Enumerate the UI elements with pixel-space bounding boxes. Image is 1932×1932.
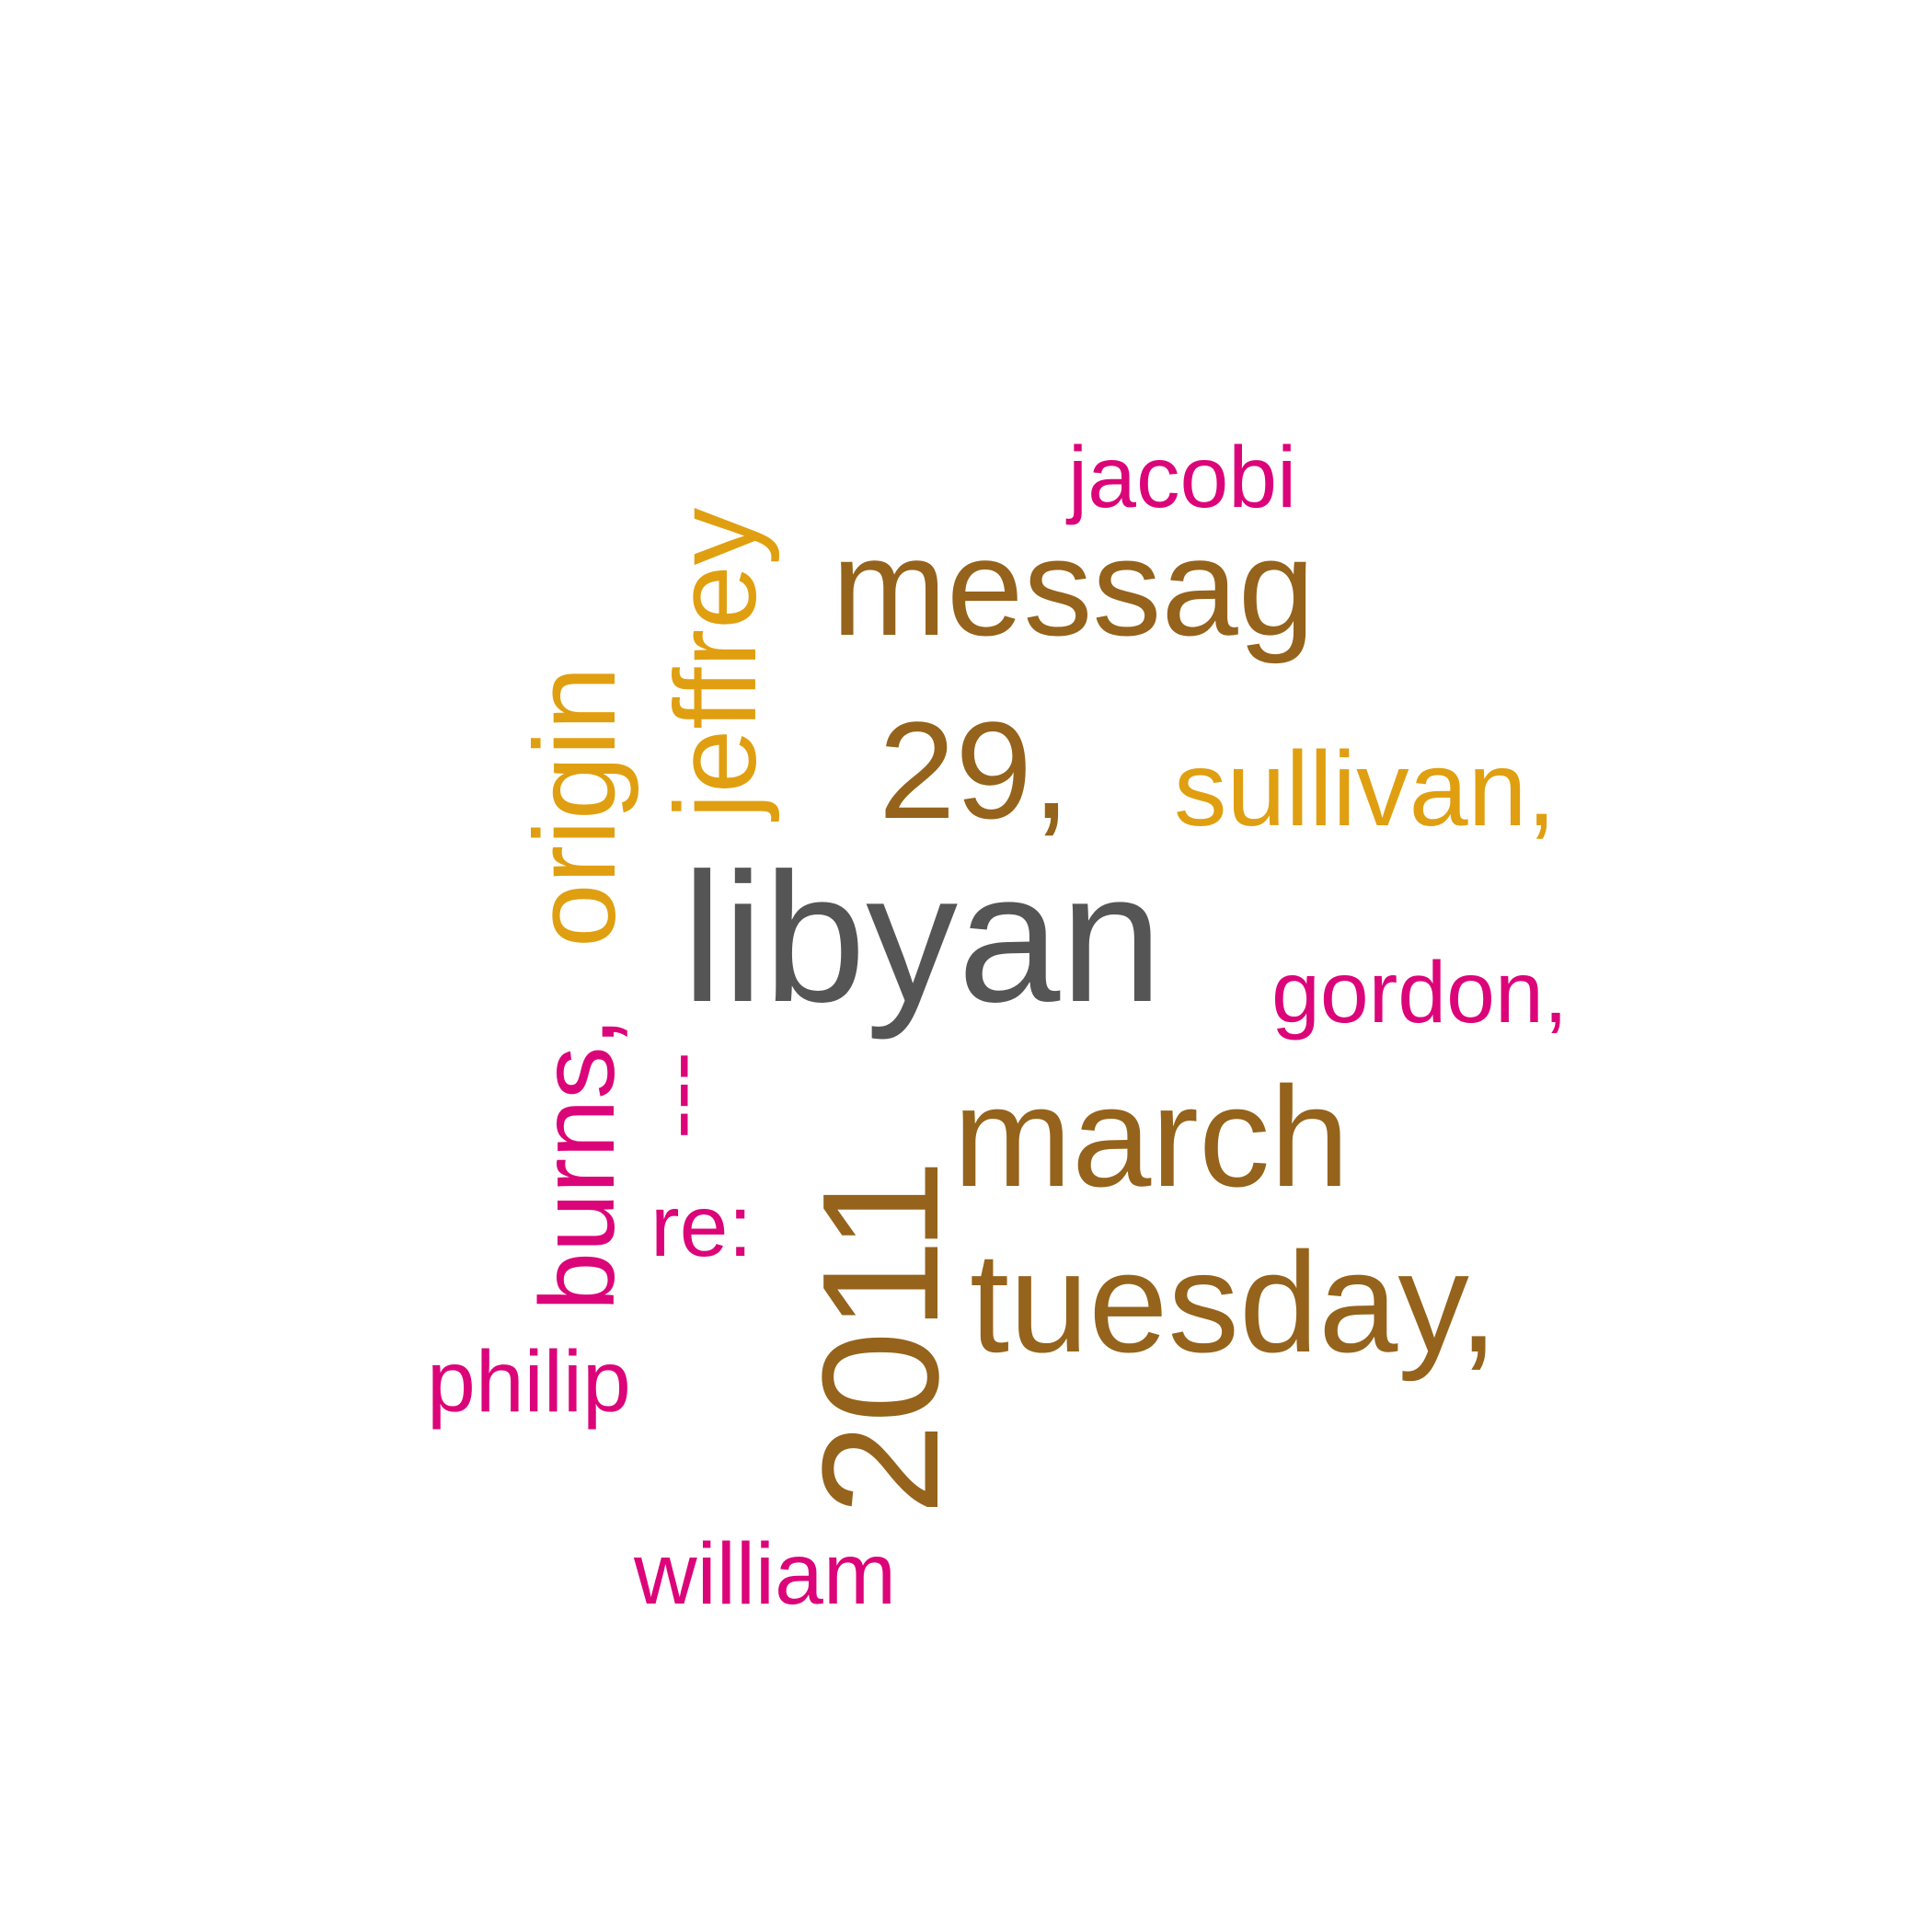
word-jacobi: jacobi [1068, 429, 1297, 526]
word-2011: 2011 [788, 1158, 973, 1515]
word-messag: messag [832, 510, 1316, 664]
word-march: march [953, 1057, 1350, 1216]
word-re: re: [650, 1178, 753, 1275]
word-libyan: libyan [682, 835, 1163, 1041]
word-origin: origin [512, 666, 639, 948]
word-jeffrey: jeffrey [652, 507, 780, 819]
word-gordon: gordon, [1271, 944, 1569, 1041]
word-william: william [634, 1525, 896, 1623]
word-29: 29, [879, 693, 1071, 847]
word-philip: philip [427, 1333, 631, 1431]
word-tuesday: tuesday, [970, 1223, 1499, 1382]
word-burns: burns, [519, 1017, 637, 1311]
word-sullivan: sullivan, [1174, 730, 1557, 848]
word-dashes: --- [629, 1052, 727, 1139]
